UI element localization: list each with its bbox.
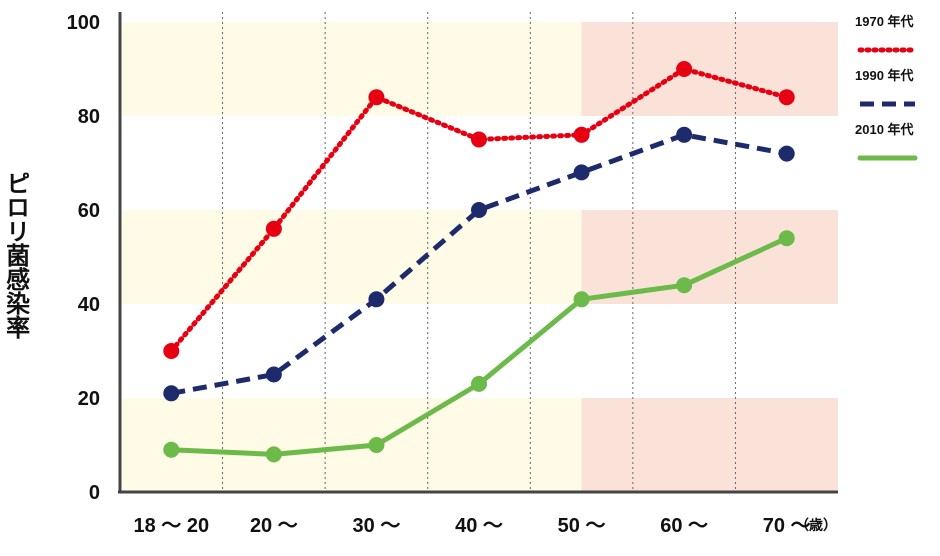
x-tick-label: 70 ～ (763, 515, 811, 537)
x-unit-label: （歳） (795, 517, 837, 533)
data-point (265, 366, 282, 383)
data-point (676, 61, 693, 77)
series-1 (163, 126, 795, 402)
legend: 1970 年代 1990 年代 2010 年代 (855, 14, 918, 161)
x-tick-label: 18 ～ 20 (133, 515, 209, 537)
data-point (573, 126, 590, 143)
data-point (676, 126, 693, 143)
series-layer (163, 61, 795, 463)
legend-label: 2010 年代 (855, 122, 914, 137)
y-tick-label: 40 (78, 294, 100, 316)
y-tick-label: 0 (89, 482, 100, 504)
x-tick-labels: 18 ～ 20 20 ～ 30 ～ 40 ～ 50 ～ 60 ～ 70 ～ (133, 515, 810, 537)
background-bands (122, 22, 838, 492)
data-point (368, 437, 385, 453)
y-tick-label: 80 (78, 106, 100, 128)
legend-label: 1970 年代 (855, 14, 914, 29)
data-point (471, 202, 487, 218)
band-upper-age (581, 22, 838, 116)
legend-label: 1990 年代 (855, 68, 914, 83)
data-point (778, 230, 795, 247)
data-point (471, 375, 487, 392)
series-0 (163, 61, 795, 359)
data-point (163, 441, 180, 458)
data-point (163, 385, 180, 402)
band-lower-age (122, 22, 582, 116)
y-tick-label: 100 (67, 12, 100, 34)
x-tick-label: 50 ～ (558, 515, 606, 537)
data-point (265, 220, 282, 237)
data-point (778, 89, 795, 106)
x-tick-label: 60 ～ (660, 515, 708, 537)
y-tick-label: 20 (78, 388, 100, 410)
x-tick-label: 20 ～ (250, 515, 298, 537)
data-point (573, 164, 590, 181)
data-point (676, 277, 693, 294)
vertical-gridlines (222, 12, 736, 492)
y-axis-title: ピロリ菌感染率 (2, 171, 30, 339)
data-point (778, 145, 795, 162)
data-point (163, 343, 180, 359)
data-point (265, 446, 282, 463)
series-2 (163, 230, 795, 463)
x-tick-label: 40 ～ (455, 515, 503, 537)
band-lower-age (122, 210, 582, 304)
data-point (471, 131, 487, 148)
axes (118, 12, 838, 494)
y-tick-label: 60 (78, 200, 100, 222)
band-upper-age (581, 210, 838, 304)
x-tick-label: 30 ～ (353, 515, 401, 537)
band-upper-age (581, 398, 838, 492)
data-point (368, 89, 385, 106)
y-tick-labels: 0 20 40 60 80 100 (67, 12, 100, 504)
data-point (573, 291, 590, 308)
data-point (368, 291, 385, 308)
